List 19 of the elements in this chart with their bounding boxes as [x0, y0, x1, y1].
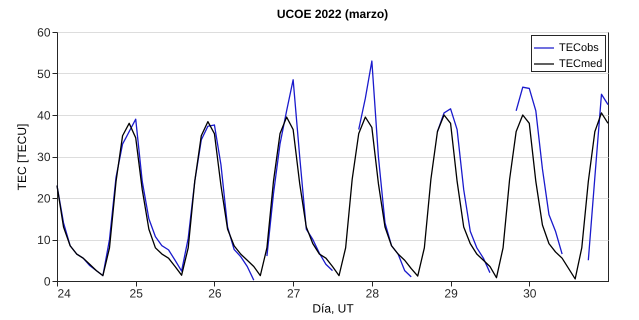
y-tick-label: 50	[37, 67, 51, 81]
y-axis-title: TEC [TECU]	[15, 124, 30, 190]
x-tick-label: 27	[286, 286, 301, 300]
x-tick-label: 25	[130, 286, 144, 300]
x-tick-label: 26	[208, 286, 222, 300]
y-tick-label: 20	[37, 192, 51, 206]
legend-label: TECobs	[559, 42, 600, 54]
y-tick-label: 60	[37, 26, 51, 40]
chart-title: UCOE 2022 (marzo)	[276, 7, 388, 21]
x-tick-label: 28	[366, 286, 380, 300]
x-tick-label: 30	[523, 286, 537, 300]
x-axis-title: Día, UT	[312, 302, 354, 316]
legend-label: TECmed	[559, 58, 602, 70]
y-tick-label: 40	[37, 108, 51, 122]
y-tick-label: 30	[37, 150, 51, 164]
x-tick-label: 24	[58, 286, 72, 300]
y-tick-label: 0	[44, 274, 51, 288]
x-tick-label: 29	[444, 286, 458, 300]
y-tick-label: 10	[37, 233, 51, 247]
